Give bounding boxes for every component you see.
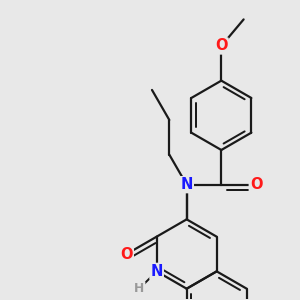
Text: O: O [250,177,262,192]
Text: O: O [215,38,228,53]
Text: N: N [150,264,163,279]
Text: N: N [181,177,193,192]
Text: H: H [134,282,144,295]
Text: O: O [120,247,133,262]
